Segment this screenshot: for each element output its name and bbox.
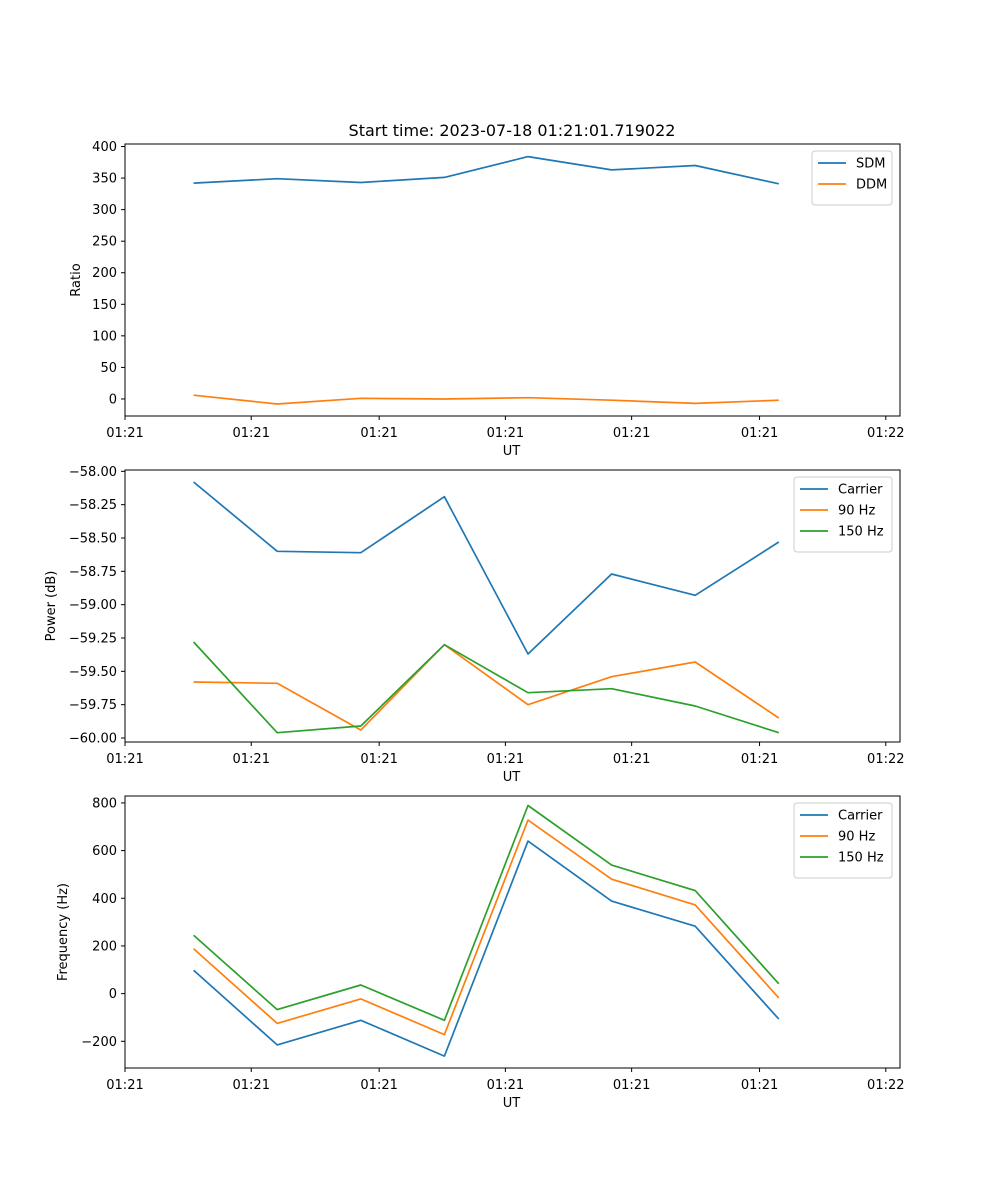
frequency-y-axis-label: Frequency (Hz) bbox=[56, 883, 71, 981]
power-axes-frame bbox=[124, 469, 901, 743]
frequency-y-tick-label: −200 bbox=[81, 1035, 117, 1050]
power-y-tick-label: −58.75 bbox=[69, 565, 117, 580]
frequency-legend-box bbox=[793, 802, 893, 879]
power-y-tick-label: −59.75 bbox=[69, 698, 117, 713]
frequency-legend-label: 90 Hz bbox=[838, 830, 875, 845]
ratio-y-axis-label: Ratio bbox=[69, 263, 84, 296]
power-legend-box bbox=[793, 476, 893, 553]
frequency-panel: −200 0 200 400 600 800 01:21 01:21 01:21 01:21 01:… bbox=[56, 795, 905, 1111]
ratio-series-sdm bbox=[193, 155, 779, 185]
frequency-x-axis-label: UT bbox=[503, 1096, 521, 1111]
frequency-y-tick-label: 600 bbox=[92, 844, 117, 859]
ratio-x-tick-label: 01:22 bbox=[867, 426, 904, 441]
ratio-x-tick-label: 01:21 bbox=[487, 426, 524, 441]
power-x-tick-label: 01:21 bbox=[613, 752, 650, 767]
ratio-y-tick-label: 50 bbox=[100, 361, 117, 376]
ratio-series-ddm bbox=[193, 394, 779, 405]
ratio-y-tick-label: 250 bbox=[92, 235, 117, 250]
power-legend-label: 150 Hz bbox=[838, 525, 884, 540]
frequency-x-tick-label: 01:21 bbox=[741, 1078, 778, 1093]
ratio-legend-box bbox=[811, 150, 893, 206]
power-x-tick-label: 01:21 bbox=[106, 752, 143, 767]
power-x-tick-label: 01:22 bbox=[867, 752, 904, 767]
ratio-y-tick-label: 150 bbox=[92, 298, 117, 313]
power-x-axis-label: UT bbox=[503, 770, 521, 785]
ratio-y-tick-label: 200 bbox=[92, 266, 117, 281]
frequency-x-tick-label: 01:21 bbox=[106, 1078, 143, 1093]
frequency-y-tick-label: 0 bbox=[109, 987, 117, 1002]
ratio-panel: 0 50 100 150 200 250 300 350 400 01:21 01:21 01:21 0… bbox=[69, 140, 905, 459]
ratio-x-tick-label: 01:21 bbox=[106, 426, 143, 441]
power-x-tick-label: 01:21 bbox=[741, 752, 778, 767]
ratio-x-tick-label: 01:21 bbox=[360, 426, 397, 441]
ratio-y-tick-label: 400 bbox=[92, 140, 117, 155]
frequency-legend-label: 150 Hz bbox=[838, 851, 884, 866]
frequency-x-tick-label: 01:21 bbox=[360, 1078, 397, 1093]
power-y-tick-label: −59.25 bbox=[69, 632, 117, 647]
frequency-legend-label: Carrier bbox=[838, 809, 883, 824]
power-series-150-hz bbox=[192, 641, 780, 734]
frequency-series-150-hz bbox=[193, 804, 780, 1022]
frequency-x-tick-label: 01:21 bbox=[613, 1078, 650, 1093]
frequency-x-tick-label: 01:21 bbox=[487, 1078, 524, 1093]
power-y-tick-label: −58.00 bbox=[69, 465, 117, 480]
power-y-tick-label: −59.50 bbox=[69, 665, 117, 680]
power-legend-label: 90 Hz bbox=[838, 504, 875, 519]
ratio-y-tick-label: 300 bbox=[92, 203, 117, 218]
ratio-x-tick-label: 01:21 bbox=[613, 426, 650, 441]
power-y-tick-label: −59.00 bbox=[69, 598, 117, 613]
frequency-y-tick-label: 200 bbox=[92, 939, 117, 954]
power-x-tick-label: 01:21 bbox=[233, 752, 270, 767]
ratio-x-tick-label: 01:21 bbox=[741, 426, 778, 441]
power-legend-label: Carrier bbox=[838, 483, 883, 498]
power-x-tick-label: 01:21 bbox=[360, 752, 397, 767]
power-y-tick-label: −58.50 bbox=[69, 532, 117, 547]
ratio-legend: SDM DDM bbox=[811, 150, 893, 206]
power-y-tick-label: −60.00 bbox=[69, 732, 117, 747]
frequency-y-tick-label: 800 bbox=[92, 796, 117, 811]
power-y-tick-label: −58.25 bbox=[69, 498, 117, 513]
frequency-series-90-hz bbox=[193, 819, 780, 1036]
frequency-y-tick-label: 400 bbox=[92, 892, 117, 907]
frequency-axes-frame bbox=[124, 795, 901, 1069]
ratio-y-tick-label: 0 bbox=[109, 392, 117, 407]
frequency-x-tick-label: 01:21 bbox=[233, 1078, 270, 1093]
ratio-x-axis-label: UT bbox=[503, 444, 521, 459]
ratio-legend-label: DDM bbox=[856, 178, 887, 193]
ratio-legend-label: SDM bbox=[856, 157, 885, 172]
ratio-axes-frame bbox=[124, 143, 901, 417]
power-x-tick-label: 01:21 bbox=[487, 752, 524, 767]
power-panel: −60.00 −59.75 −59.50 −59.25 −59.00 −58.75 −58.… bbox=[44, 465, 905, 785]
frequency-x-tick-label: 01:22 bbox=[867, 1078, 904, 1093]
frequency-series-carrier bbox=[193, 840, 780, 1057]
power-legend: Carrier 90 Hz 150 Hz bbox=[793, 476, 893, 553]
frequency-legend: Carrier 90 Hz 150 Hz bbox=[793, 802, 893, 879]
power-y-axis-label: Power (dB) bbox=[44, 571, 59, 642]
power-series-carrier bbox=[193, 481, 780, 655]
chart-title: Start time: 2023-07-18 01:21:01.719022 bbox=[349, 121, 676, 140]
ratio-y-tick-label: 350 bbox=[92, 172, 117, 187]
power-series-90-hz bbox=[193, 643, 780, 731]
ratio-y-tick-label: 100 bbox=[92, 329, 117, 344]
ratio-x-tick-label: 01:21 bbox=[233, 426, 270, 441]
